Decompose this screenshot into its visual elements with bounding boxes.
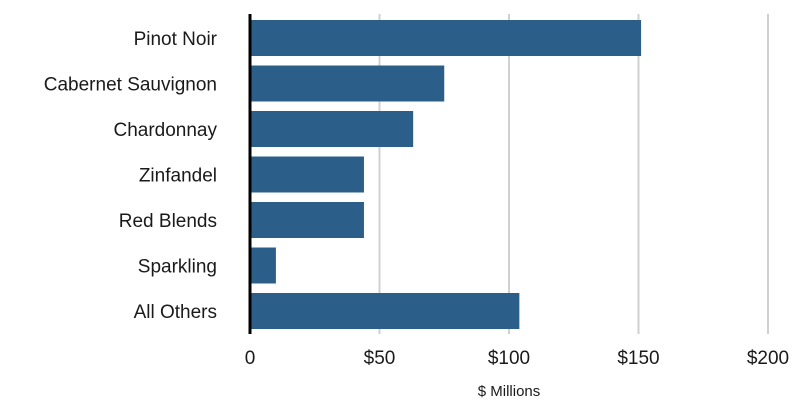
x-tick-label: 0 <box>245 348 256 369</box>
bar-cabernet-sauvignon <box>250 65 445 102</box>
bar-all-others <box>250 293 520 329</box>
x-axis-title: $ Millions <box>478 383 541 400</box>
category-label: Red Blends <box>119 211 217 232</box>
x-tick-label: $200 <box>747 348 789 369</box>
grid-lines <box>378 14 769 334</box>
bar-sparkling <box>250 247 276 284</box>
category-label: Zinfandel <box>139 166 217 187</box>
bars <box>250 20 642 329</box>
category-label: Pinot Noir <box>134 29 218 50</box>
category-label: Sparkling <box>138 257 217 278</box>
category-labels: Pinot Noir Cabernet Sauvignon Chardonnay Zi… <box>44 29 218 323</box>
x-tick-label: $50 <box>364 348 396 369</box>
bar-pinot-noir <box>250 20 642 56</box>
category-label: All Others <box>134 302 217 323</box>
bar-zinfandel <box>250 156 364 193</box>
x-tick-label: $100 <box>488 348 530 369</box>
bar-red-blends <box>250 202 364 238</box>
x-tick-labels: 0 $50 $100 $150 $200 <box>245 348 789 369</box>
bar-chardonnay <box>250 111 414 147</box>
category-label: Chardonnay <box>113 120 217 141</box>
category-label: Cabernet Sauvignon <box>44 75 217 96</box>
x-tick-label: $150 <box>617 348 659 369</box>
